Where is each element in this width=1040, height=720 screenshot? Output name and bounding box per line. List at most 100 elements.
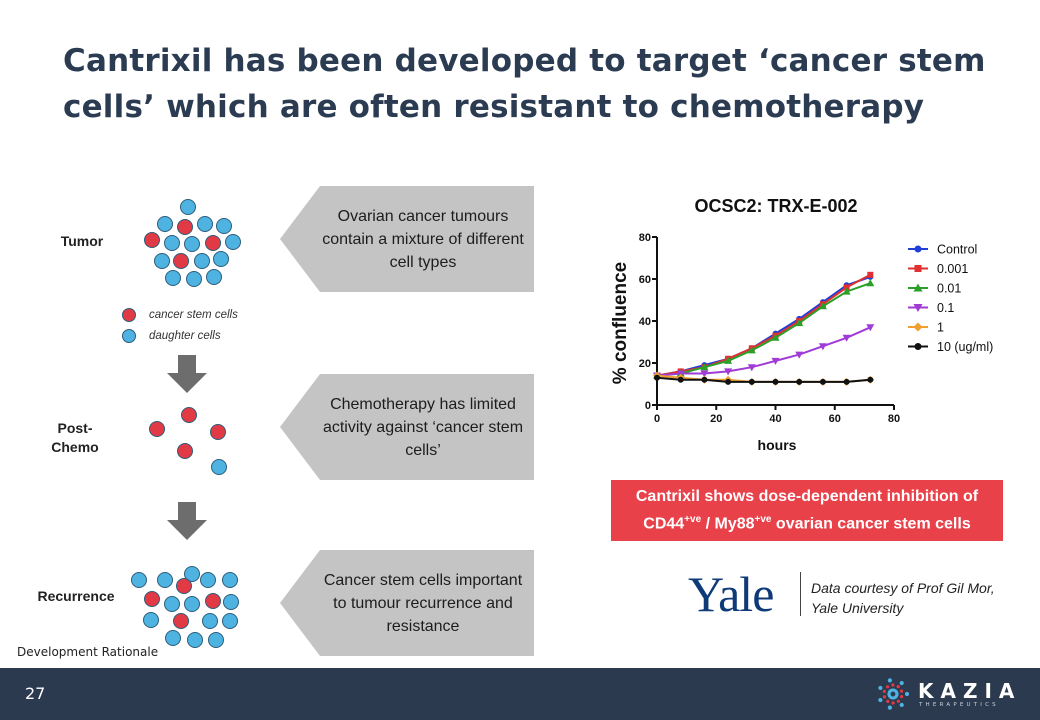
data-point [796,378,803,385]
daughter-cell [184,566,200,582]
logo-dot [896,685,900,689]
data-point [913,322,923,332]
cancer-stem-cell [176,578,192,594]
chart-ylabel: % confluence [610,262,631,384]
series-line [656,275,871,377]
tumor-cell-cluster [144,199,241,287]
daughter-cell [187,632,203,648]
daughter-cell [154,253,170,269]
data-point [677,376,684,383]
legend-label: 0.01 [937,282,961,296]
series-line [656,273,871,377]
legend-label: 10 (ug/ml) [937,340,993,354]
down-arrow-icon [167,355,207,393]
daughter-cell [184,596,200,612]
credit-line-1: Data courtesy of Prof Gil Mor, [811,580,995,596]
page-number: 27 [25,684,46,703]
data-point [748,378,755,385]
result-banner: Cantrixil shows dose-dependent inhibitio… [611,480,1003,541]
logo-dot [886,685,890,689]
series-line [656,376,871,383]
callout-text: Ovarian cancer tumours contain a mixture… [322,207,524,271]
series-10-ug-ml- [654,374,874,385]
daughter-cell [206,269,222,285]
recurrence-cell-cluster [131,566,239,648]
x-tick-label: 60 [829,413,841,425]
banner-cd44: CD44 [643,515,685,533]
kazia-dots-icon [878,678,910,710]
data-point [866,279,875,287]
daughter-cell [213,251,229,267]
daughter-cell [157,572,173,588]
section-label: Development Rationale [17,645,159,659]
cancer-stem-cell [144,591,160,607]
data-point [700,363,709,371]
data-point [747,346,756,354]
daughter-cell [131,572,147,588]
data-point [867,271,874,278]
logo-dot [882,695,887,699]
kazia-logo: KAZIA THERAPEUTICS [873,674,1023,714]
daughter-cell [164,235,180,251]
yale-logo: Yale [688,566,774,622]
logo-dot [904,691,910,697]
daughter-cell [200,572,216,588]
data-point [843,378,850,385]
credit-divider [800,572,801,616]
daughter-cell [186,271,202,287]
logo-dot [899,689,904,693]
data-point [795,351,804,359]
series-line [656,326,871,377]
row-label-text: Tumor [60,233,104,249]
daughter-cell [165,630,181,646]
daughter-cell [225,234,241,250]
callout-chemo: Chemotherapy has limited activity agains… [280,374,534,480]
callout-recurrence: Cancer stem cells important to tumour re… [280,550,534,656]
cancer-stem-cell [173,253,189,269]
daughter-cell [164,596,180,612]
legend-label: 1 [937,321,944,335]
cancer-stem-cell [177,219,193,235]
series-0-1 [653,324,875,380]
data-point [843,284,850,291]
legend-entry: 0.01 [908,282,961,296]
data-point [747,364,756,372]
row-label-text: Post- [57,420,93,436]
cancer-stem-cell [210,424,226,440]
data-point [654,374,660,381]
data-point [701,376,708,383]
footer-bar: 27 KAZIA THERAPEUTICS [0,668,1040,720]
y-tick-label: 0 [645,400,651,412]
post-chemo-cell-cluster [149,407,227,475]
row-label-text: Recurrence [37,588,115,604]
data-point [866,324,875,332]
daughter-cell [184,236,200,252]
data-point [842,287,851,295]
x-tick-label: 40 [769,413,781,425]
daughter-cell [143,612,159,628]
legend-daughter-cells: daughter cells [122,327,221,345]
data-point [818,302,827,310]
chart-title: OCSC2: TRX-E-002 [694,196,857,216]
row-label-text: Chemo [51,439,99,455]
daughter-cell-swatch [122,329,136,343]
brand-subtitle: THERAPEUTICS [919,702,999,708]
legend-stem-label: cancer stem cells [149,309,238,321]
daughter-cell [223,594,239,610]
banner-sep: / [701,515,715,533]
logo-dot [878,685,883,691]
legend-entry: 0.001 [908,262,968,276]
cancer-stem-cell [181,407,197,423]
legend-entry: 10 (ug/ml) [908,340,993,354]
series-line [656,282,871,377]
banner-cd44-sup: +ve [684,514,702,526]
legend-label: Control [937,243,977,257]
y-tick-label: 60 [639,274,651,286]
daughter-cell [202,613,218,629]
x-tick-label: 80 [888,413,900,425]
legend-entry: 1 [908,321,944,335]
data-point [914,245,922,253]
banner-my88-sup: +ve [754,514,772,526]
data-credit: Data courtesy of Prof Gil Mor, Yale Univ… [811,578,1031,618]
chart-xlabel: hours [758,437,797,453]
